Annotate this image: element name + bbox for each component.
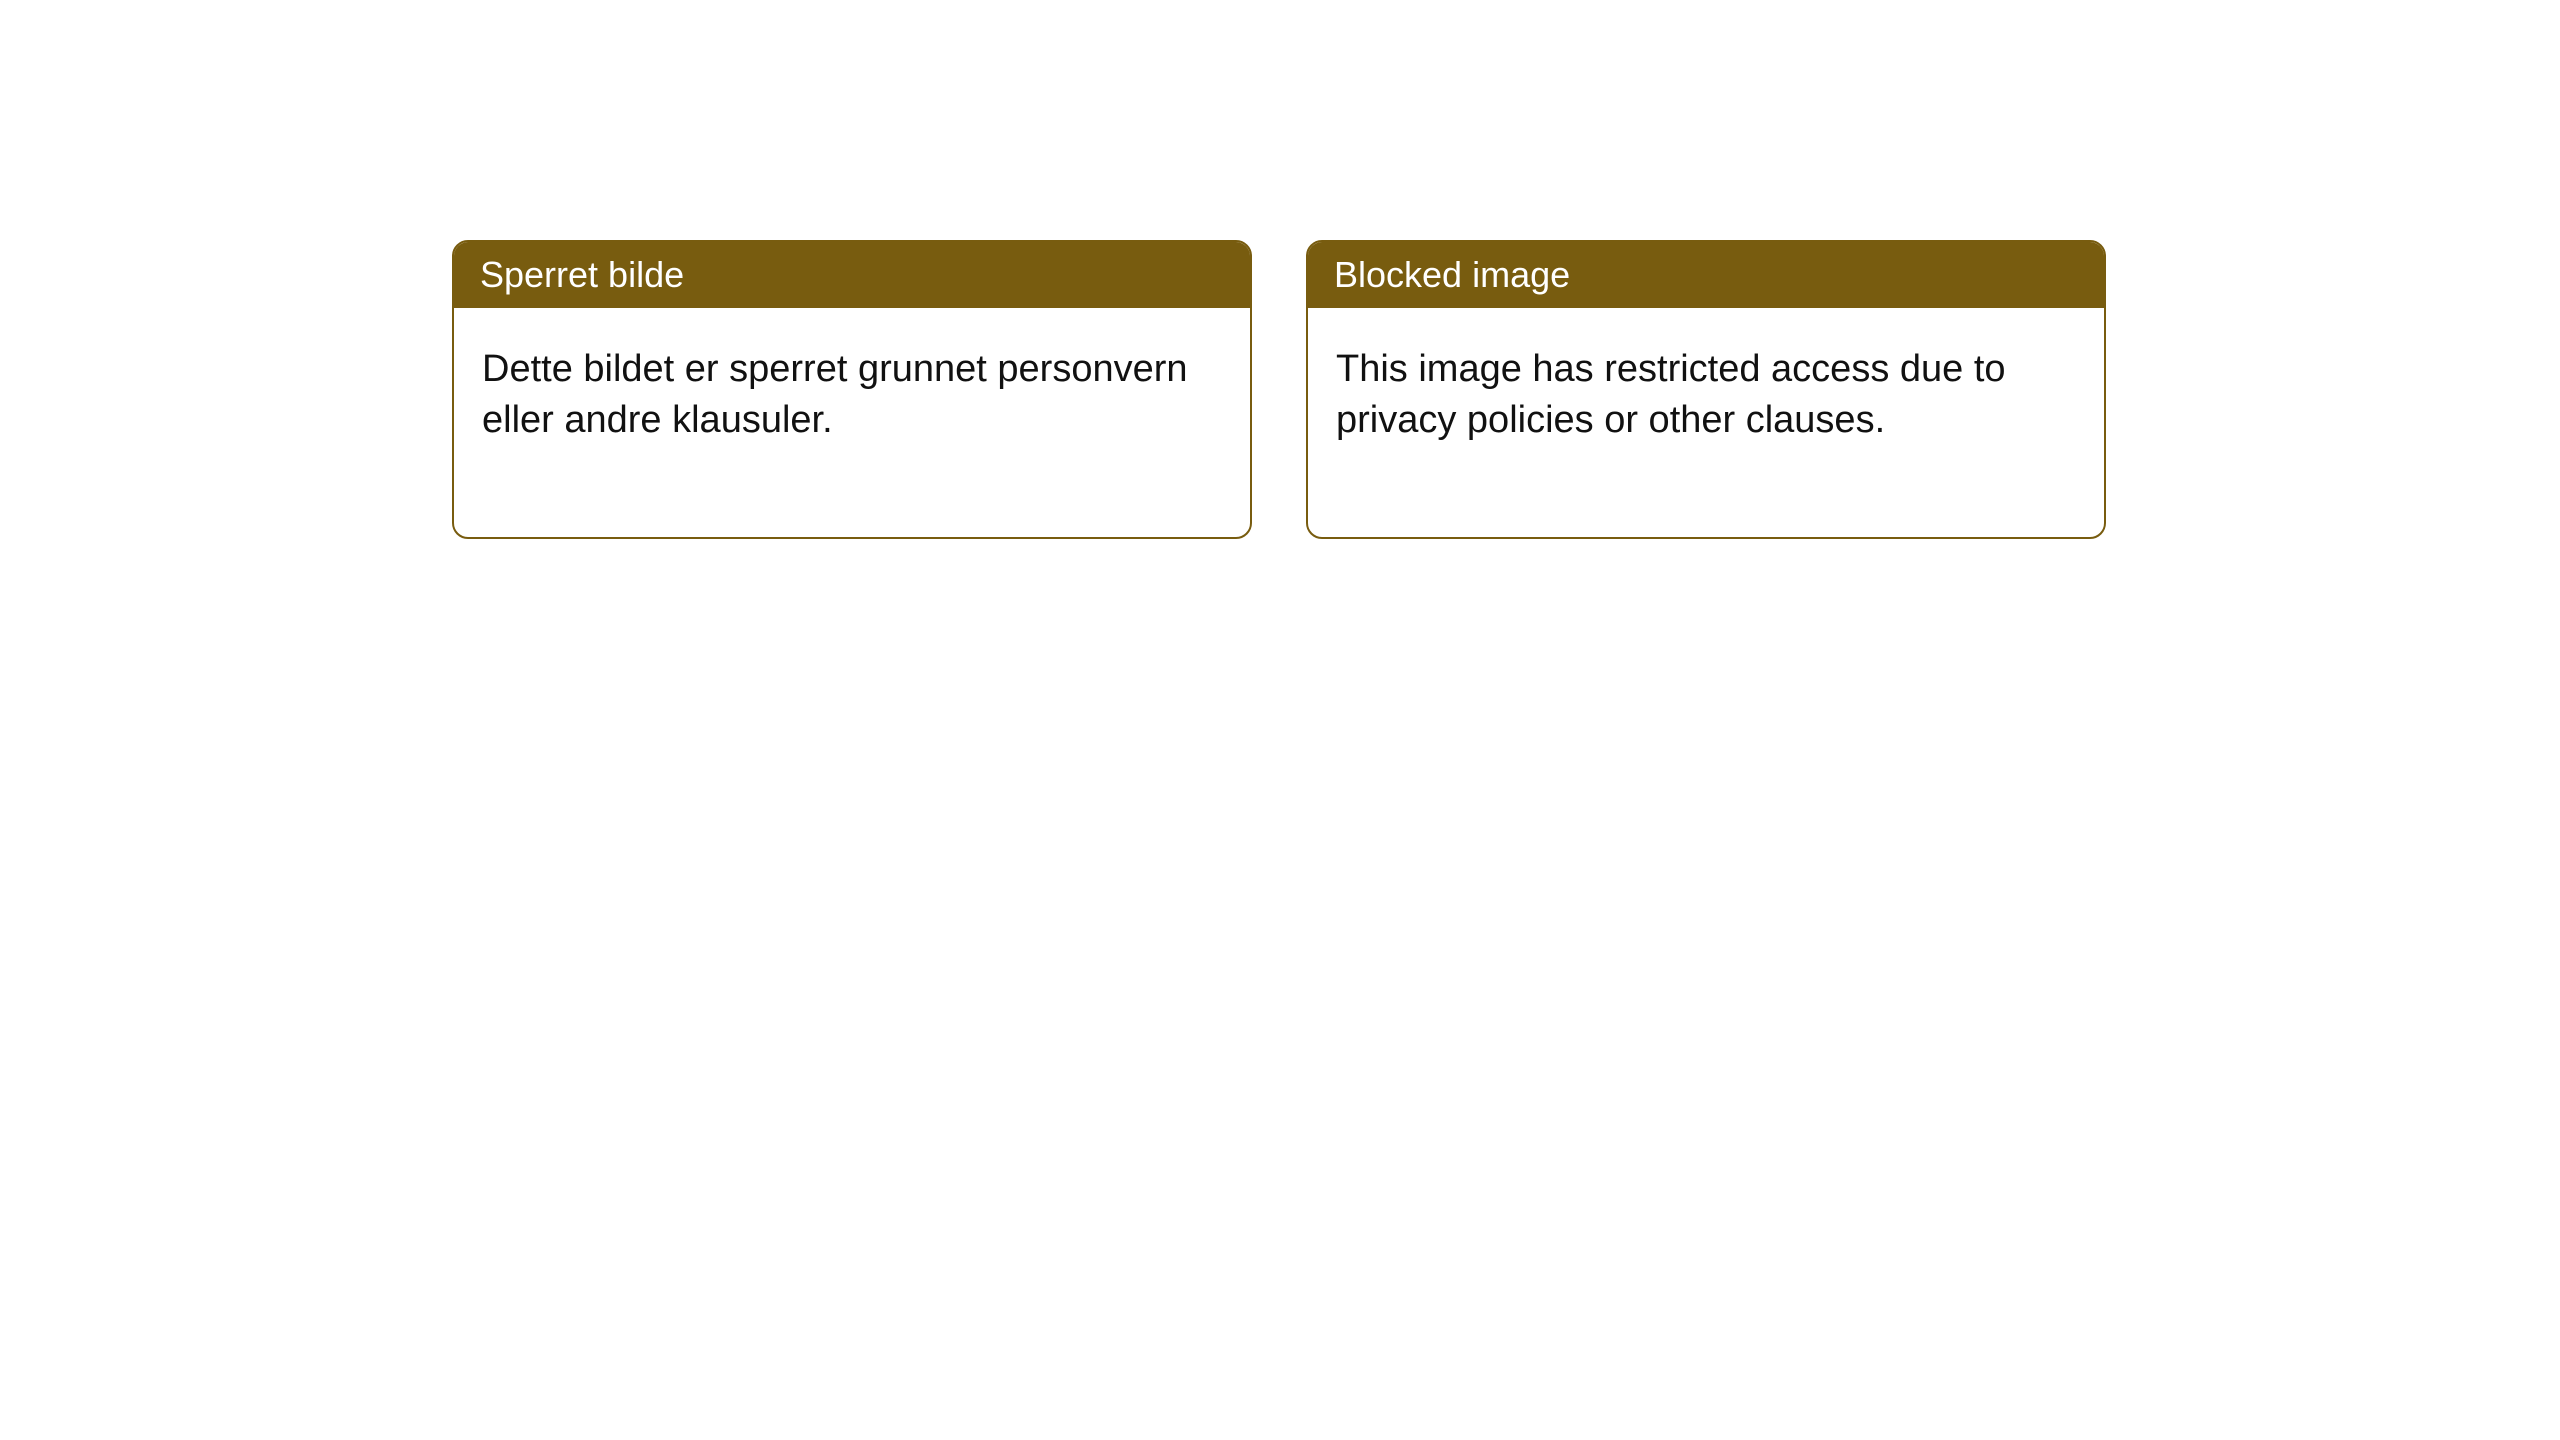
notice-card-norwegian: Sperret bilde Dette bildet er sperret gr…	[452, 240, 1252, 539]
notice-header: Sperret bilde	[454, 242, 1250, 308]
notice-title: Blocked image	[1334, 254, 1570, 295]
notice-body: Dette bildet er sperret grunnet personve…	[454, 308, 1250, 537]
notice-title: Sperret bilde	[480, 254, 684, 295]
notice-text: Dette bildet er sperret grunnet personve…	[482, 348, 1188, 441]
notice-text: This image has restricted access due to …	[1336, 348, 2006, 441]
notice-header: Blocked image	[1308, 242, 2104, 308]
notice-container: Sperret bilde Dette bildet er sperret gr…	[452, 240, 2106, 539]
notice-body: This image has restricted access due to …	[1308, 308, 2104, 537]
notice-card-english: Blocked image This image has restricted …	[1306, 240, 2106, 539]
